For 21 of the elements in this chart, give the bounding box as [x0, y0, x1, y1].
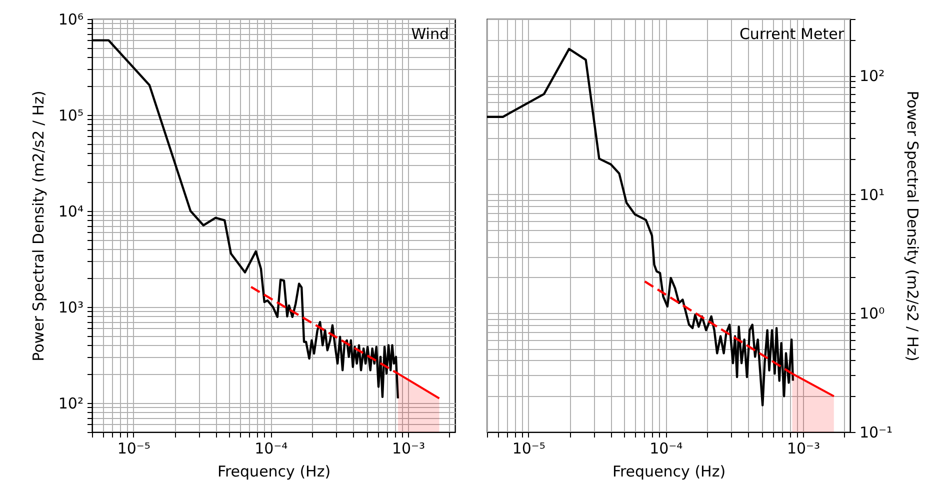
y-tick-label: 10⁵: [58, 106, 84, 125]
annotation: Current Meter: [739, 25, 845, 43]
y-tick-label: 10²: [58, 394, 84, 413]
y-tick-label: 10⁰: [860, 304, 885, 323]
y-tick-label: 10²: [860, 67, 885, 86]
annotation: Wind: [411, 25, 449, 43]
y-tick-label: 10⁶: [58, 10, 84, 28]
x-tick-label: 10⁻³: [786, 440, 820, 458]
x-tick-label: 10⁻⁵: [117, 440, 150, 458]
y-axis-title: Power Spectral Density (m2/s2 / Hz): [904, 90, 922, 362]
y-tick-label: 10³: [58, 298, 84, 317]
x-tick-label: 10⁻⁴: [650, 440, 683, 458]
y-axis-title: Power Spectral Density (m2/s2 / Hz): [29, 90, 48, 362]
y-tick-label: 10⁻¹: [860, 424, 893, 442]
x-tick-label: 10⁻⁵: [512, 440, 546, 458]
y-tick-label: 10⁴: [58, 202, 84, 221]
y-tick-label: 10¹: [860, 186, 885, 204]
x-tick-label: 10⁻³: [392, 440, 425, 458]
x-tick-label: 10⁻⁴: [254, 440, 288, 458]
x-axis-title: Frequency (Hz): [217, 462, 331, 480]
x-axis-title: Frequency (Hz): [612, 462, 726, 480]
